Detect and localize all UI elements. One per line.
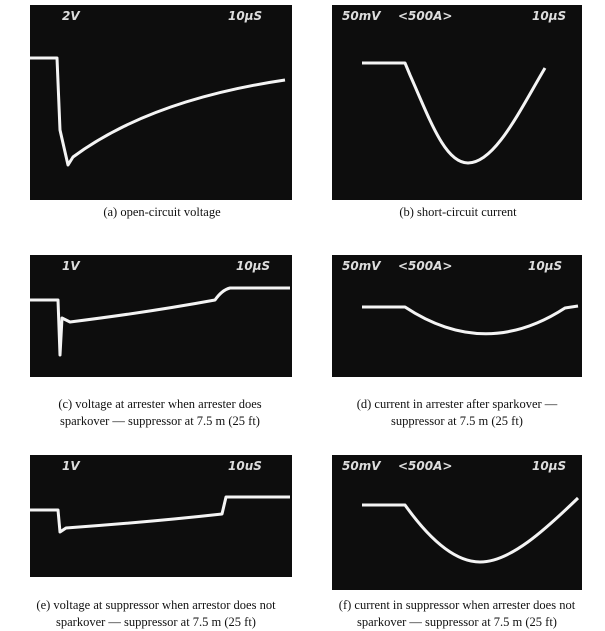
scope-screen bbox=[30, 455, 292, 577]
trace bbox=[30, 495, 290, 534]
caption: suppressor at 7.5 m (25 ft) bbox=[391, 414, 523, 428]
scope-label: 50mV bbox=[342, 259, 382, 273]
trace bbox=[30, 286, 290, 357]
scope-label: 10µS bbox=[228, 9, 262, 23]
caption: (e) voltage at suppressor when arrestor … bbox=[36, 598, 276, 612]
scope-screen bbox=[332, 455, 582, 590]
trace bbox=[362, 496, 580, 564]
scope-label: <500A> bbox=[398, 9, 452, 23]
caption: sparkover — suppressor at 7.5 m (25 ft) bbox=[56, 615, 256, 629]
scope-label: 10µS bbox=[528, 259, 562, 273]
scope-label: 50mV bbox=[342, 9, 382, 23]
caption: (d) current in arrester after sparkover … bbox=[357, 397, 558, 411]
trace bbox=[362, 304, 579, 336]
scope-label: <500A> bbox=[398, 459, 452, 473]
caption: sparkover — suppressor at 7.5 m (25 ft) bbox=[357, 615, 557, 629]
scope-label: 10µS bbox=[532, 459, 566, 473]
trace bbox=[30, 56, 286, 167]
scope-screen bbox=[30, 255, 292, 377]
scope-label: 50mV bbox=[342, 459, 382, 473]
scope-label: 2V bbox=[62, 9, 81, 23]
caption: (f) current in suppressor when arrester … bbox=[339, 598, 576, 612]
scope-label: <500A> bbox=[398, 259, 452, 273]
scope-label: 10µS bbox=[236, 259, 270, 273]
caption: (a) open-circuit voltage bbox=[103, 205, 221, 219]
caption: (b) short-circuit current bbox=[399, 205, 517, 219]
scope-screen bbox=[332, 5, 582, 200]
scope-label: 1V bbox=[62, 259, 81, 273]
scope-screen bbox=[332, 255, 582, 377]
caption: (c) voltage at arrester when arrester do… bbox=[58, 397, 261, 411]
scope-label: 10µS bbox=[532, 9, 566, 23]
trace bbox=[362, 61, 547, 165]
scope-screen bbox=[30, 5, 292, 200]
scope-label: 10uS bbox=[228, 459, 262, 473]
scope-label: 1V bbox=[62, 459, 81, 473]
caption: sparkover — suppressor at 7.5 m (25 ft) bbox=[60, 414, 260, 428]
